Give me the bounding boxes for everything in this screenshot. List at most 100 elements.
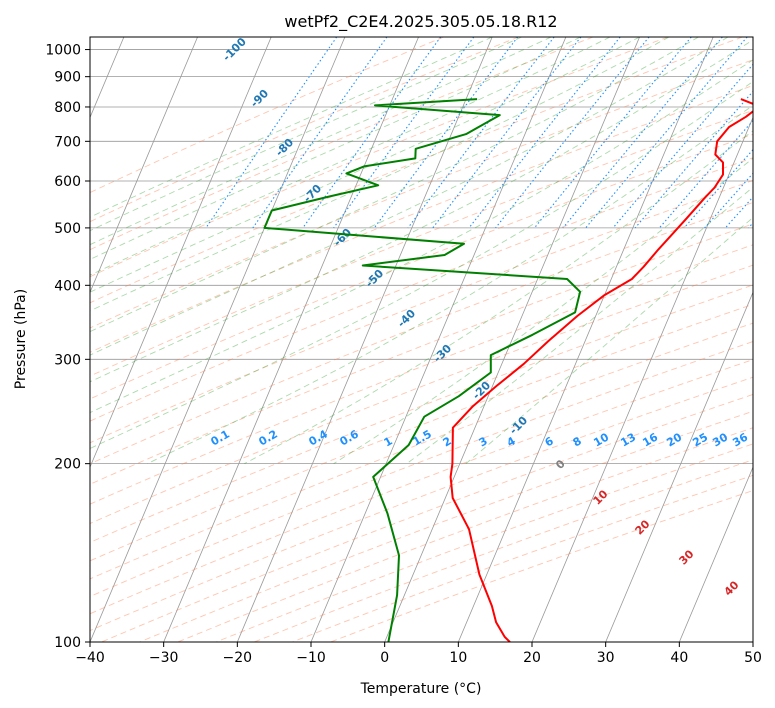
dry-adiabat-line — [90, 264, 753, 525]
moist-adiabat-line — [90, 39, 753, 383]
isotherm-line — [236, 37, 493, 642]
moist-adiabat-label: 30 — [677, 547, 697, 567]
isotherm-line — [678, 466, 753, 642]
isotherm-line — [457, 37, 714, 642]
y-tick-label: 900 — [54, 70, 81, 86]
dry-adiabat-label: -60 — [331, 226, 354, 249]
dry-adiabat-line — [90, 341, 753, 597]
y-axis: 100 200 300 400 500 600 700 800 900 1000 — [45, 43, 90, 651]
dry-adiabat-label: -80 — [273, 136, 296, 159]
moist-adiabat-line — [90, 37, 699, 333]
dry-adiabat-line — [90, 359, 753, 615]
y-tick-label: 800 — [54, 100, 81, 116]
dewpoint-line — [263, 98, 582, 642]
y-tick-label: 200 — [54, 457, 81, 473]
moist-adiabat-label: 0 — [553, 457, 568, 472]
isotherm-line — [90, 37, 272, 469]
dry-adiabat-line — [90, 37, 594, 251]
moist-adiabat-line — [90, 37, 493, 218]
dry-adiabat-line — [90, 133, 753, 400]
y-tick-label: 1000 — [45, 43, 81, 59]
x-tick-label: 30 — [597, 650, 615, 666]
isotherm-line — [384, 37, 640, 642]
y-tick-label: 300 — [54, 352, 81, 368]
mixing-ratio-line — [252, 37, 388, 229]
isotherm-line — [605, 291, 753, 642]
mixing-ratio-line — [724, 196, 753, 229]
mixing-ratio-line — [562, 37, 723, 229]
chart-title: wetPf2_C2E4.2025.305.05.18.R12 — [284, 12, 557, 32]
y-tick-label: 400 — [54, 278, 81, 294]
moist-adiabat-line — [90, 37, 729, 356]
y-axis-title: Pressure (hPa) — [13, 289, 29, 389]
mixing-ratio-label: 10 — [591, 430, 611, 449]
y-tick-label: 500 — [54, 221, 81, 237]
moist-adiabat-line — [90, 37, 611, 276]
mixing-ratio-label: 0.1 — [209, 427, 232, 448]
mixing-ratio-label: 0.2 — [257, 427, 280, 448]
moist-adiabat-line — [333, 157, 753, 465]
dry-adiabat-label: -10 — [507, 414, 530, 437]
x-tick-label: −40 — [75, 650, 105, 666]
moist-adiabat-label: 20 — [633, 517, 653, 537]
moist-adiabat-line — [90, 80, 753, 449]
x-tick-label: 40 — [670, 650, 688, 666]
moist-adiabat-line — [465, 216, 753, 465]
moist-adiabat-line — [90, 37, 522, 232]
x-tick-label: −10 — [296, 650, 326, 666]
mixing-ratio-label: 30 — [710, 430, 730, 449]
isobars — [90, 49, 753, 642]
moist-adiabats — [90, 37, 753, 465]
x-axis: −40 −30 −20 −10 0 10 20 30 40 50 — [75, 642, 762, 666]
dry-adiabats — [90, 37, 753, 642]
mixing-ratio-line — [205, 37, 338, 229]
dry-adiabat-line — [90, 84, 753, 353]
moist-adiabat-line — [90, 37, 670, 312]
y-tick-label: 600 — [54, 174, 81, 190]
isotherm-line — [531, 116, 753, 642]
x-axis-title: Temperature (°C) — [360, 681, 482, 697]
x-tick-label: −30 — [149, 650, 179, 666]
moist-adiabat-line — [90, 37, 581, 260]
mixing-ratio-line — [683, 148, 753, 229]
dry-adiabat-line — [90, 223, 753, 485]
mixing-ratio-line — [432, 37, 582, 229]
mixing-ratio-label: 0.6 — [338, 427, 362, 448]
mixing-ratio-label: 20 — [664, 430, 684, 449]
mixing-ratio-line — [634, 90, 753, 229]
isotherm-line — [163, 37, 419, 642]
moist-adiabat-line — [244, 130, 753, 465]
mixing-ratio-line — [333, 37, 475, 229]
mixing-ratio-label: 1.5 — [411, 427, 434, 448]
mixing-ratio-line — [373, 37, 519, 229]
plot-frame — [89, 36, 754, 643]
dry-adiabat-line — [90, 37, 444, 194]
dry-adiabat-line — [90, 59, 753, 329]
y-tick-label: 100 — [54, 635, 81, 651]
dry-adiabat-label: -40 — [395, 307, 418, 330]
x-tick-label: −20 — [223, 650, 253, 666]
moist-adiabat-line — [90, 37, 552, 246]
mixing-ratio-line — [407, 37, 555, 229]
dry-adiabat-line — [90, 37, 519, 223]
mixing-ratio-line — [585, 37, 748, 229]
temperature-line — [449, 98, 753, 642]
mixing-ratio-label: 13 — [618, 431, 638, 450]
moist-adiabat-line — [406, 186, 753, 465]
moist-adiabat-line — [90, 37, 640, 293]
mixing-ratio-line — [768, 37, 775, 228]
dry-adiabat-line — [101, 393, 753, 642]
plot-area: -100-90-80-70-60-50-40-30-20-100.1 0.2 0.4… — [90, 37, 775, 642]
mixing-ratio-lines — [205, 37, 775, 229]
dry-adiabat-line — [90, 37, 743, 304]
dry-adiabat-line — [90, 109, 753, 377]
x-tick-label: 10 — [449, 650, 467, 666]
mixing-ratio-line — [302, 37, 442, 229]
dry-adiabat-line — [90, 179, 753, 444]
y-tick-label: 700 — [54, 134, 81, 150]
moist-adiabat-label: 40 — [722, 578, 742, 598]
isotherm-line — [90, 37, 198, 294]
moist-adiabat-label: 10 — [591, 487, 611, 507]
dry-adiabat-line — [90, 284, 753, 543]
